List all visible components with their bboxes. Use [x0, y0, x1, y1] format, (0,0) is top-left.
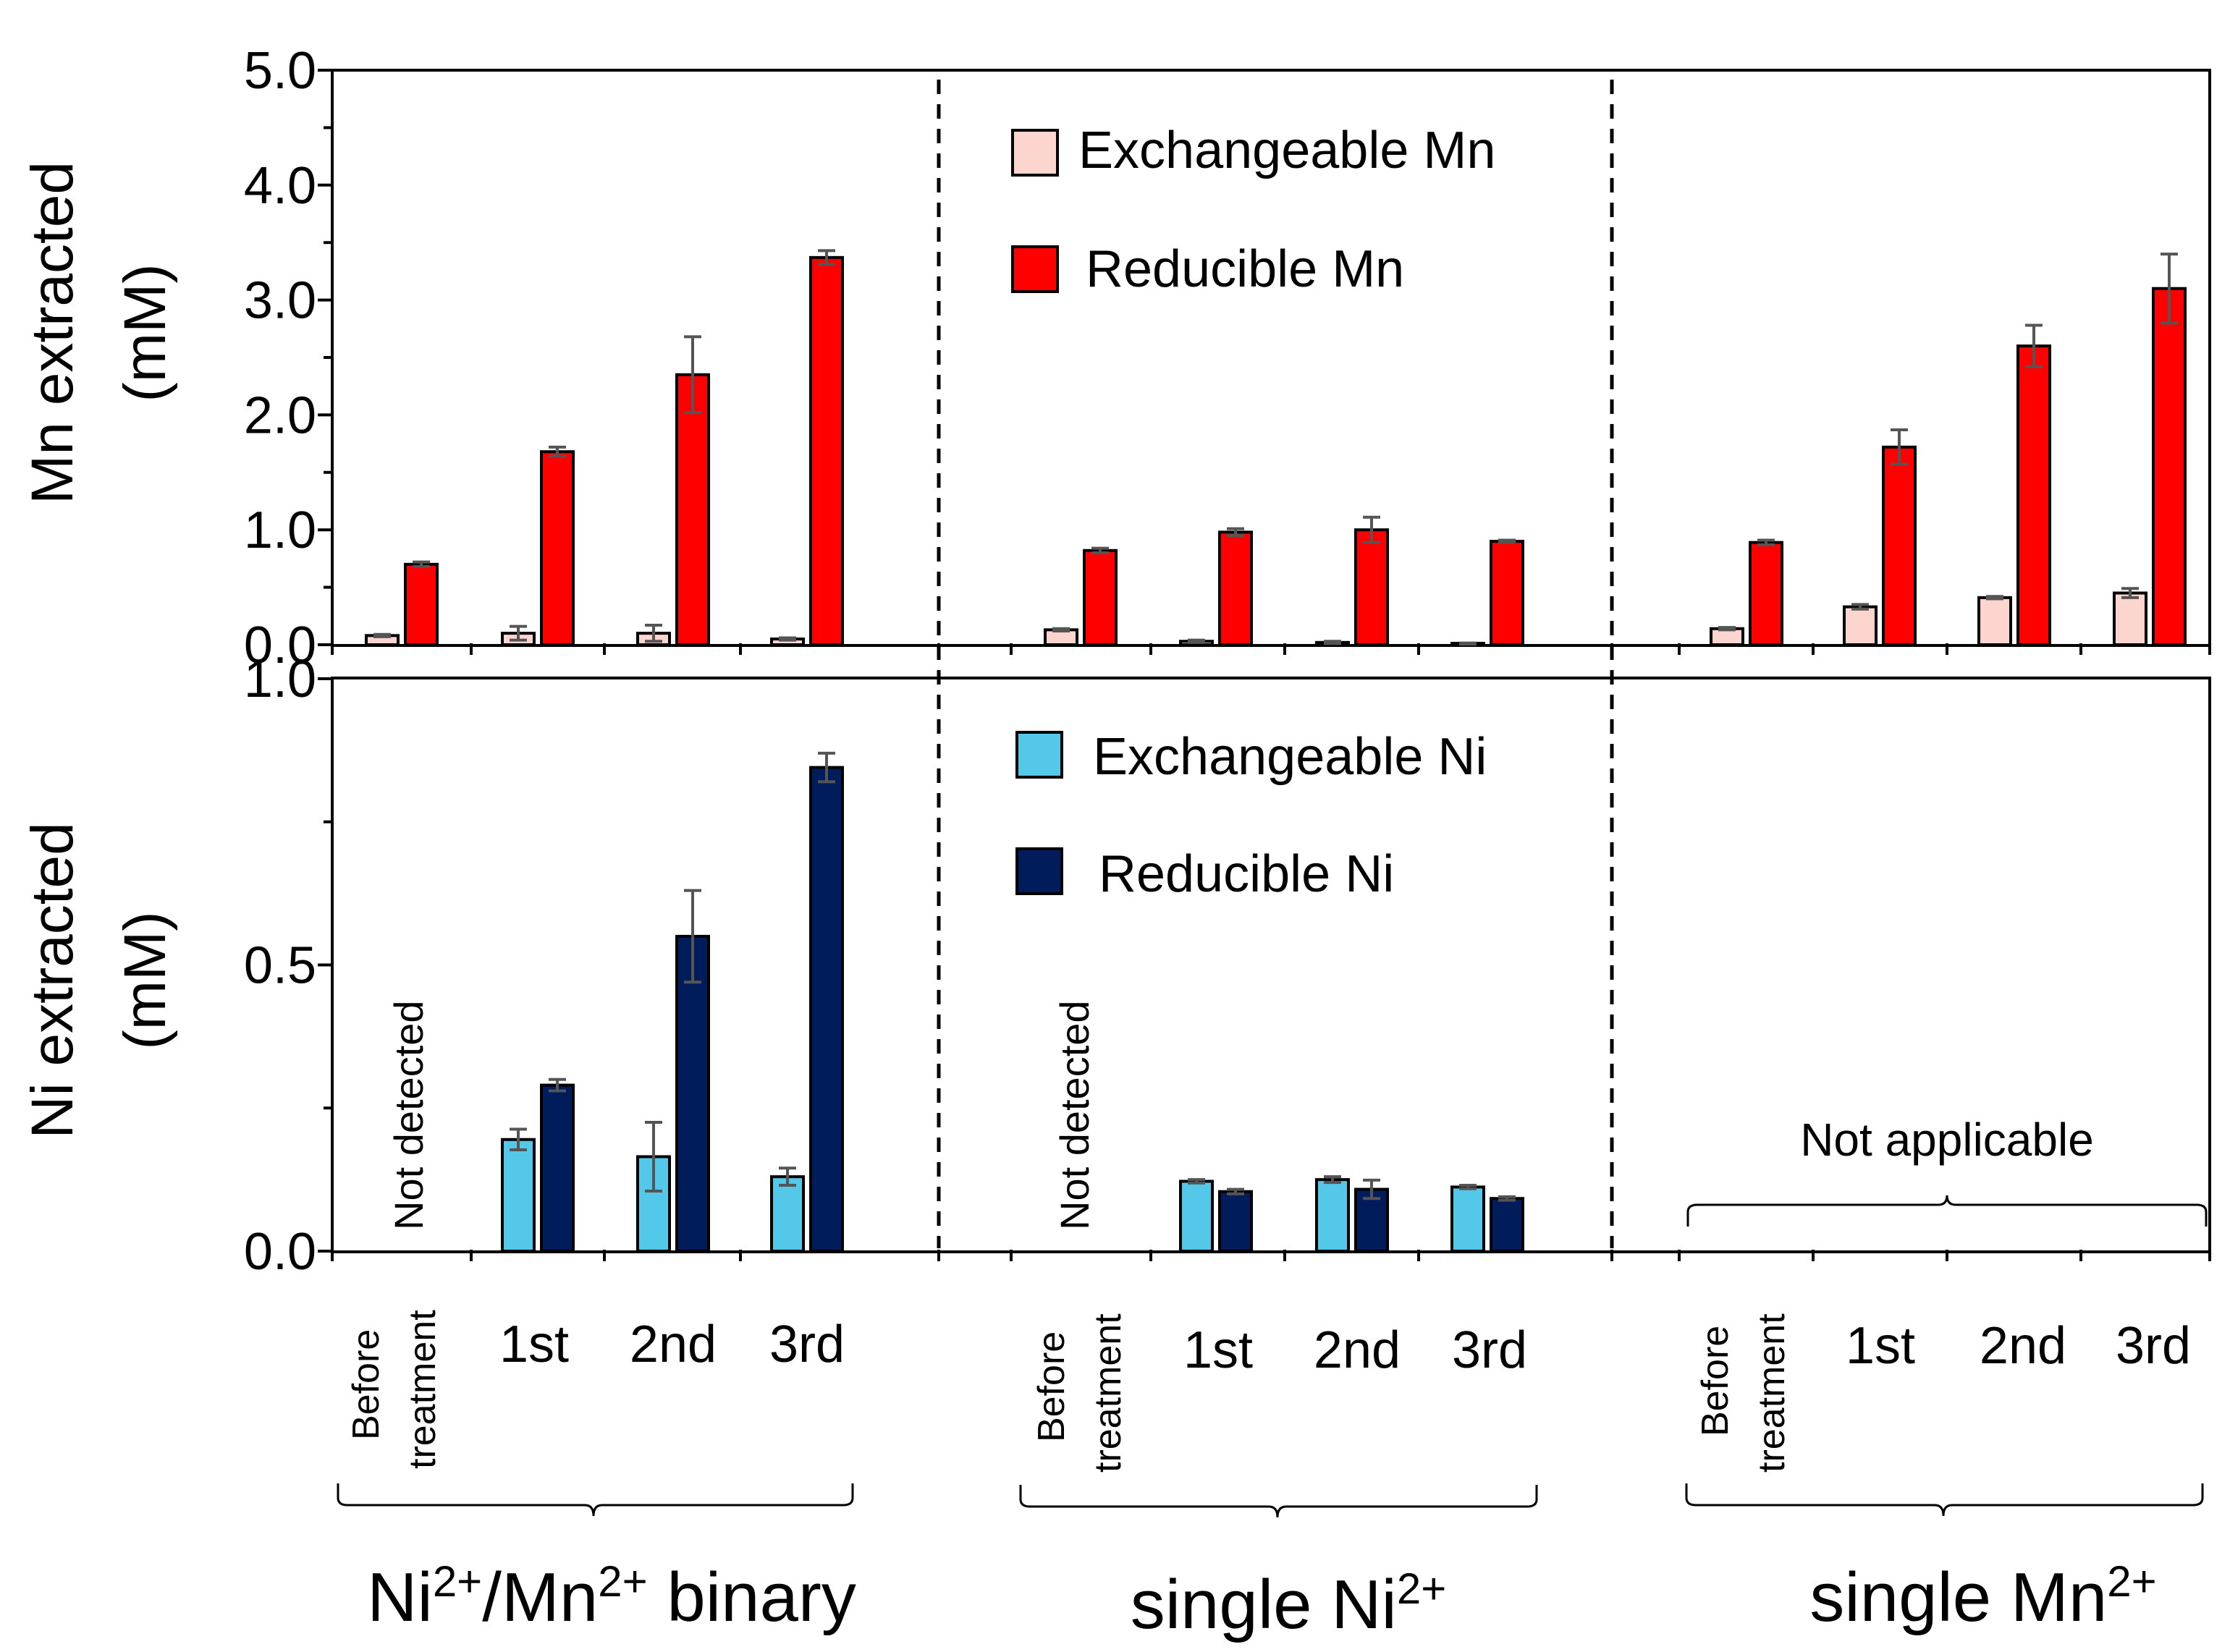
x-label-before-line1: Before [1694, 1326, 1736, 1436]
group-label-single-ni: single Ni2+ [1131, 1564, 1447, 1643]
bar-reducible [1218, 1190, 1253, 1253]
x-label-before-line2: treatment [1751, 1313, 1793, 1473]
bar-exchangeable [770, 1175, 805, 1253]
x-label-1st: 1st [1846, 1317, 1915, 1375]
bar-reducible [675, 373, 710, 646]
y-tick-label: 2.0 [244, 386, 316, 444]
group-label-single-mn: single Mn2+ [1809, 1557, 2156, 1636]
bottom-ylabel-line2: (mM) [112, 911, 178, 1049]
x-label-1st: 1st [1183, 1321, 1253, 1379]
not-detected-label-single-ni: Not detected [1052, 1000, 1097, 1230]
x-label-3rd: 3rd [2116, 1317, 2191, 1375]
bar-reducible [404, 562, 439, 647]
y-tick-label: 1.0 [244, 651, 316, 708]
bar-exchangeable [1450, 1185, 1485, 1253]
not-applicable-brace [1686, 1195, 2208, 1227]
y-tick-label: 4.0 [244, 157, 316, 215]
x-label-1st: 1st [499, 1316, 569, 1373]
bar-reducible [1490, 1197, 1524, 1253]
x-label-before-line2: treatment [1087, 1313, 1129, 1473]
bar-exchangeable [1977, 596, 2012, 647]
top-ylabel-line2: (mM) [112, 263, 178, 402]
y-tick-label: 3.0 [244, 272, 316, 330]
x-label-2nd: 2nd [1980, 1317, 2066, 1375]
xlabels-single-mn: Before treatment 1st 2nd 3rd [1694, 1313, 2191, 1473]
bar-reducible [1218, 530, 1253, 646]
group-label-binary-middle: /Mn [482, 1559, 598, 1636]
legend-swatch-reducible-ni [1015, 847, 1063, 895]
x-label-3rd: 3rd [769, 1316, 845, 1373]
bar-reducible [809, 766, 844, 1253]
bar-reducible [1354, 528, 1389, 647]
legend-label-reducible-mn: Reducible Mn [1086, 240, 1404, 298]
legend-label-reducible-ni: Reducible Ni [1099, 845, 1394, 903]
group-label-single-mn-base: single Mn [1809, 1559, 2107, 1636]
bar-reducible [1490, 540, 1524, 647]
x-label-2nd: 2nd [630, 1316, 717, 1373]
x-label-before-line1: Before [345, 1329, 387, 1440]
y-tick-label: 0.5 [244, 937, 316, 995]
bar-reducible [540, 450, 575, 646]
x-label-3rd: 3rd [1452, 1321, 1527, 1379]
y-tick-label: 1.0 [244, 501, 316, 559]
top-legend: Exchangeable Mn Reducible Mn [1011, 122, 1495, 298]
y-tick-label: 0.0 [244, 617, 316, 674]
xlabels-single-ni: Before treatment 1st 2nd 3rd [1031, 1313, 1527, 1473]
group-label-binary-tail: binary [648, 1559, 856, 1636]
y-tick-label: 0.0 [244, 1223, 316, 1281]
bar-exchangeable [1179, 1179, 1214, 1253]
bar-exchangeable [2113, 591, 2147, 646]
bar-reducible [540, 1083, 575, 1253]
group-brace-binary [337, 1483, 854, 1517]
bar-exchangeable [1843, 605, 1878, 647]
group-label-binary: Ni2+/Mn2+ binary [367, 1557, 856, 1636]
bottom-ylabel-line1: Ni extracted [20, 822, 85, 1139]
x-label-2nd: 2nd [1314, 1321, 1401, 1379]
y-tick-label: 5.0 [244, 42, 316, 100]
bar-exchangeable [501, 1138, 536, 1253]
group-brace-single-ni [1019, 1485, 1538, 1518]
group-label-single-mn-sup: 2+ [2107, 1557, 2156, 1606]
not-detected-label-binary: Not detected [386, 1000, 431, 1230]
group-brace-single-mn [1685, 1483, 2204, 1517]
chart-marks: 0.01.02.03.04.05.00.00.51.0 [244, 42, 2211, 1281]
legend-swatch-reducible-mn [1011, 245, 1059, 293]
not-applicable-label: Not applicable [1800, 1114, 2094, 1166]
group-label-binary-base: Ni [367, 1559, 433, 1636]
bar-reducible [809, 255, 844, 646]
legend-swatch-exchangeable-mn [1011, 129, 1059, 177]
bar-exchangeable [1315, 1178, 1350, 1253]
bar-reducible [2152, 287, 2187, 646]
group-label-binary-sup2: 2+ [598, 1557, 647, 1606]
group-label-single-ni-sup: 2+ [1397, 1564, 1446, 1613]
bar-reducible [1749, 541, 1783, 647]
legend-swatch-exchangeable-ni [1015, 731, 1063, 779]
bar-reducible [1882, 445, 1917, 646]
legend-label-exchangeable-mn: Exchangeable Mn [1078, 122, 1495, 179]
bar-reducible [1083, 548, 1118, 646]
top-ylabel-line1: Mn extracted [20, 161, 85, 504]
bar-reducible [2016, 344, 2051, 646]
xlabels-binary: Before treatment 1st 2nd 3rd [345, 1310, 845, 1469]
legend-label-exchangeable-ni: Exchangeable Ni [1093, 728, 1487, 786]
group-label-single-ni-base: single Ni [1131, 1566, 1397, 1643]
x-label-before-line1: Before [1031, 1331, 1073, 1442]
x-label-before-line2: treatment [402, 1310, 444, 1469]
group-label-binary-sup: 2+ [433, 1557, 482, 1606]
bottom-legend: Exchangeable Ni Reducible Ni [1015, 728, 1487, 903]
